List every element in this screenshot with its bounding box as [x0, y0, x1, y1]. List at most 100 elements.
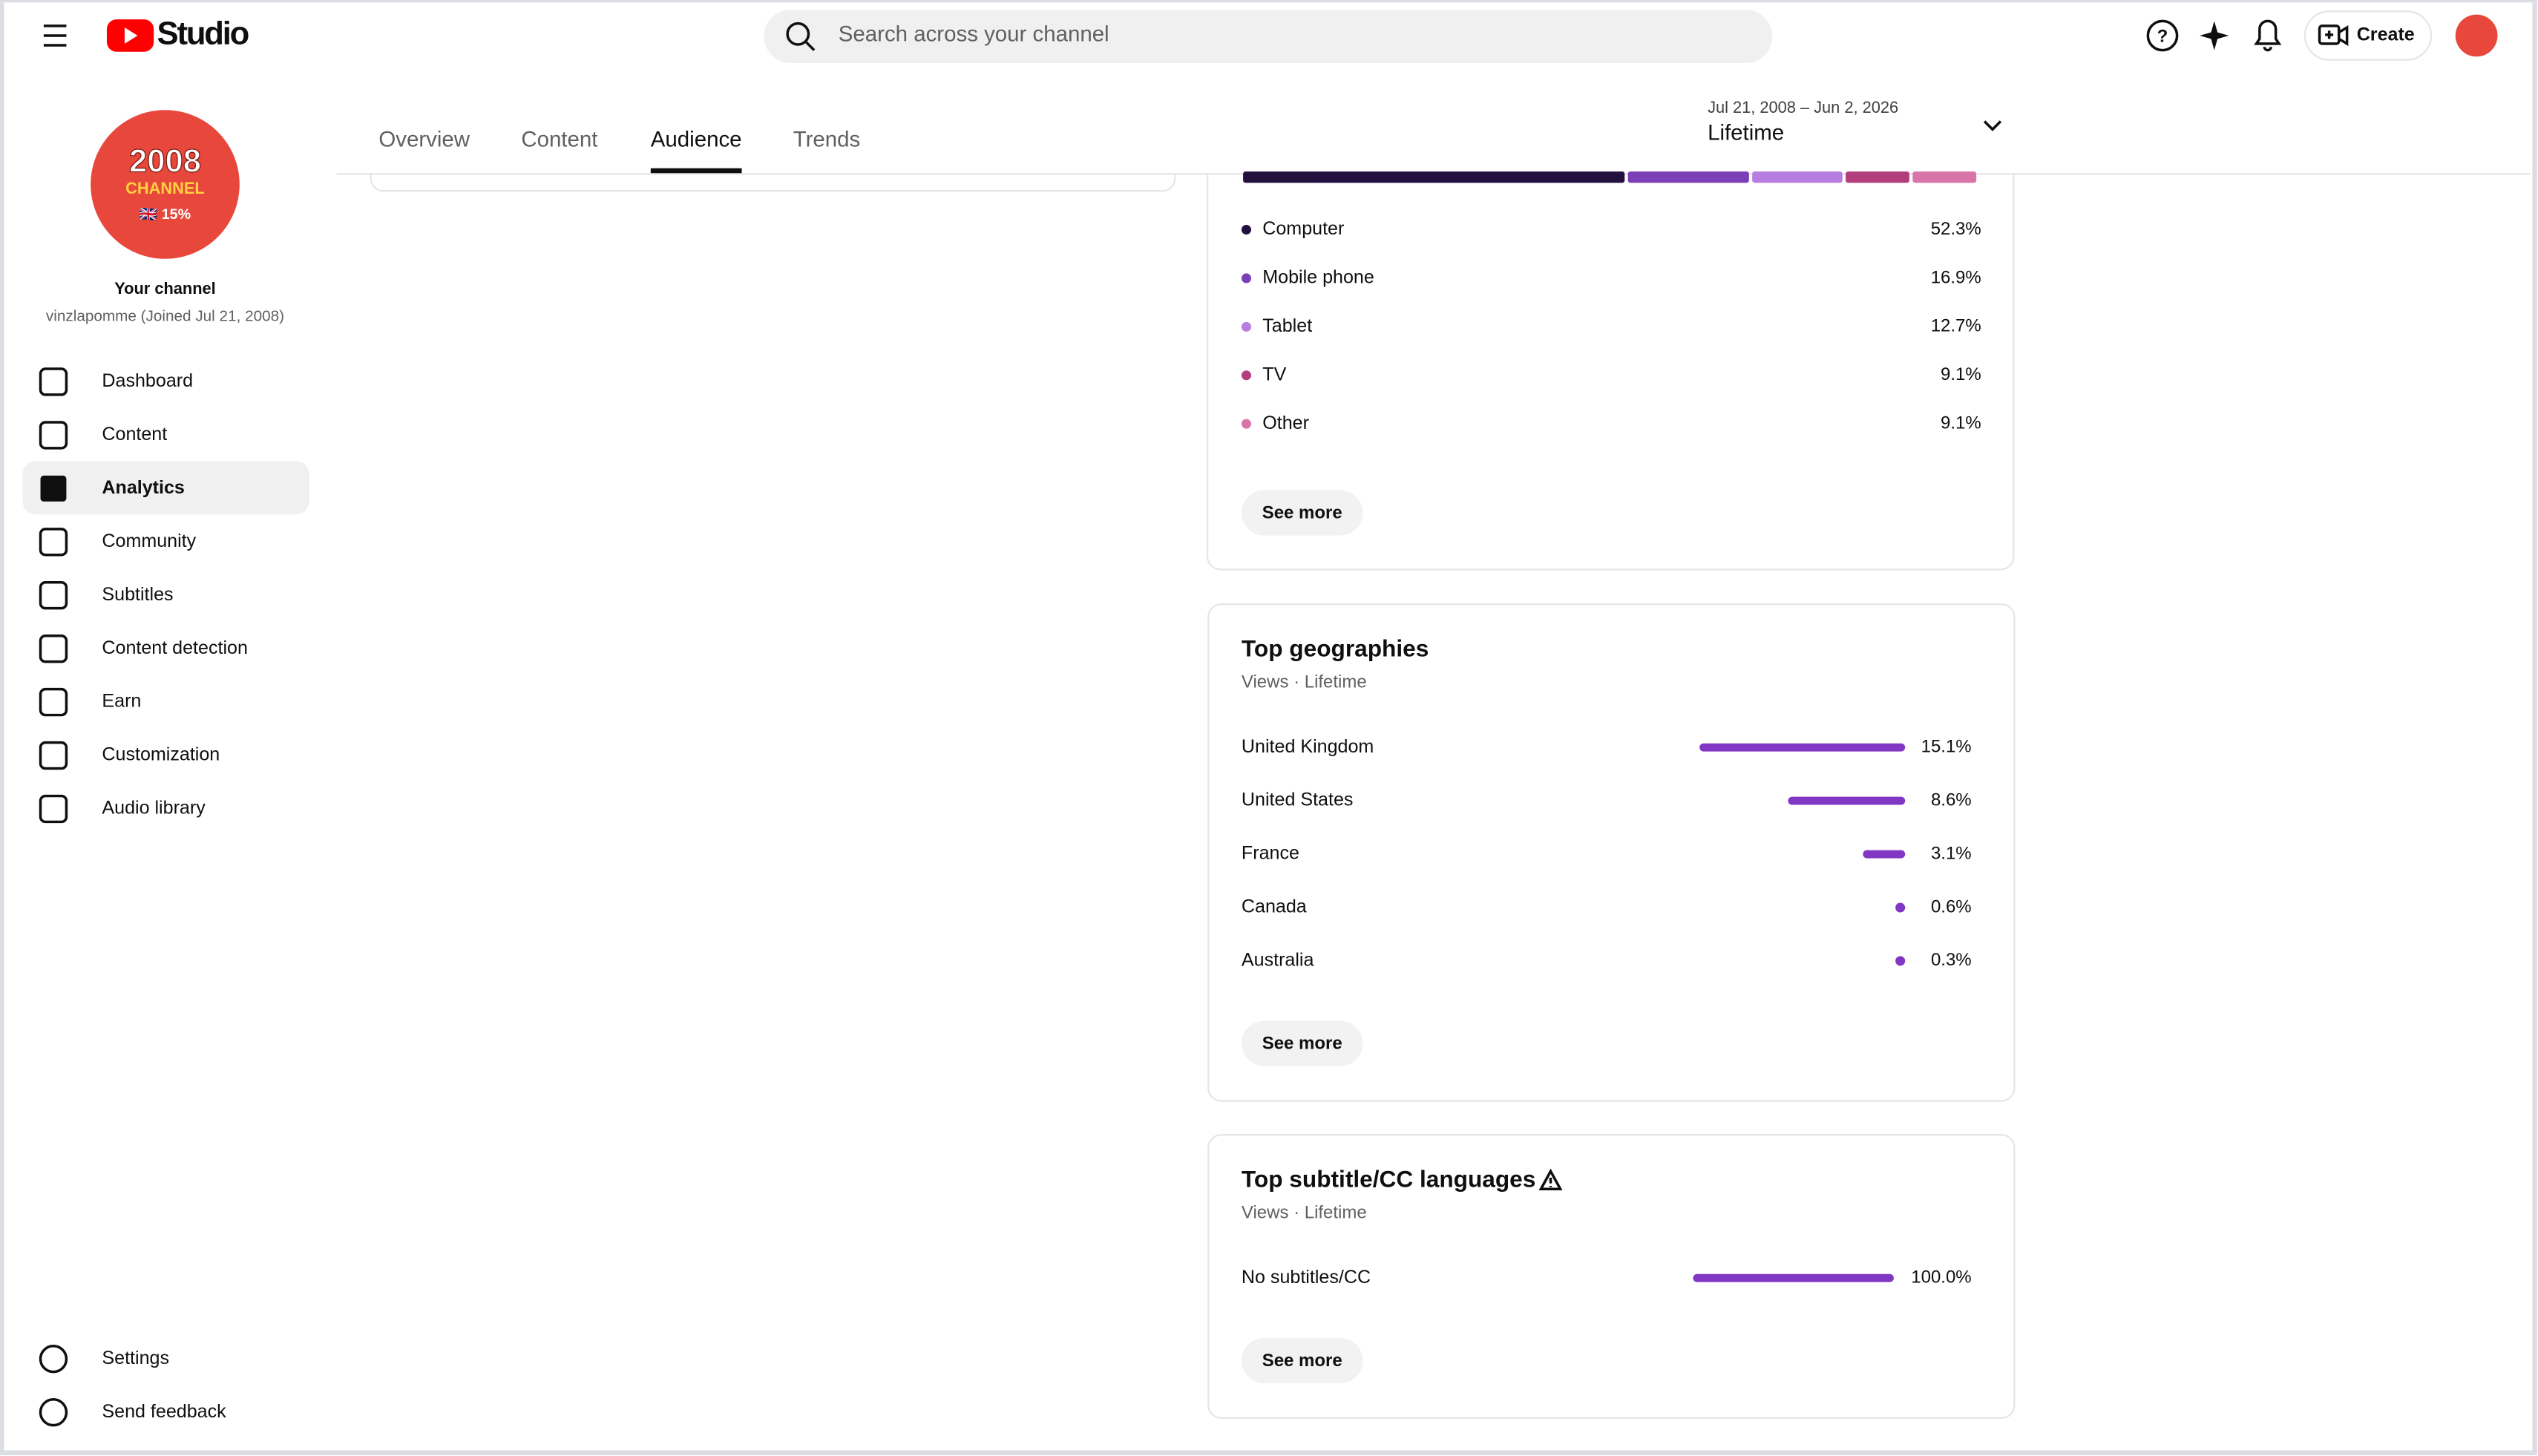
- channel-avatar[interactable]: 2008 CHANNEL 🇬🇧 15%: [91, 110, 240, 259]
- device-value: 9.1%: [1941, 413, 1981, 433]
- date-range-label: Lifetime: [1708, 121, 1784, 145]
- nav-label: Community: [102, 531, 196, 551]
- legend-dot: [1241, 419, 1252, 429]
- nav-item[interactable]: Earn: [39, 687, 142, 717]
- row-value: 8.6%: [1931, 790, 1972, 810]
- see-more-button[interactable]: See more: [1241, 1020, 1363, 1066]
- ai-button[interactable]: [2200, 21, 2229, 50]
- device-name: Mobile phone: [1262, 267, 1374, 288]
- account-avatar[interactable]: [2455, 14, 2498, 57]
- notifications-button[interactable]: [2254, 19, 2282, 52]
- card-title: Top subtitle/CC languages: [1242, 1166, 1535, 1193]
- nav-label: Dashboard: [102, 370, 193, 391]
- card-subtitle: Views · Lifetime: [1242, 672, 1367, 692]
- nav-item[interactable]: Content detection: [39, 634, 248, 663]
- nav-icon: [39, 528, 68, 557]
- warning-icon[interactable]: [1538, 1168, 1563, 1191]
- see-more-button[interactable]: See more: [1241, 490, 1363, 536]
- device-name: TV: [1262, 364, 1286, 384]
- tab[interactable]: Overview: [378, 127, 470, 151]
- row-bar: [1788, 796, 1906, 805]
- row-value: 100.0%: [1911, 1268, 1971, 1288]
- geographies-card: [1207, 603, 2016, 1102]
- row-name: No subtitles/CC: [1242, 1267, 1371, 1288]
- nav-label: Subtitles: [102, 584, 173, 605]
- device-value: 9.1%: [1941, 364, 1981, 384]
- legend-dot: [1241, 225, 1252, 235]
- nav-label: Analytics: [102, 477, 184, 498]
- logo-text: Studio: [157, 16, 249, 51]
- button-label: See more: [1262, 502, 1342, 522]
- nav-icon: [39, 581, 68, 610]
- nav-item[interactable]: Community: [39, 528, 197, 557]
- row-name: Australia: [1242, 950, 1314, 971]
- nav-icon: [39, 421, 68, 450]
- create-button[interactable]: Create: [2303, 10, 2433, 61]
- row-bar: [1895, 902, 1906, 913]
- row-name: United Kingdom: [1242, 736, 1374, 757]
- channel-title: Your channel: [114, 279, 216, 298]
- help-button[interactable]: ?: [2146, 19, 2179, 52]
- nav-item[interactable]: Subtitles: [39, 581, 174, 610]
- nav-label: Customization: [102, 744, 220, 765]
- nav-item[interactable]: Analytics: [22, 461, 309, 515]
- device-bar-segment: [1243, 171, 1625, 183]
- device-bar-segment: [1627, 171, 1749, 183]
- nav-label: Earn: [102, 691, 141, 712]
- nav-icon: [39, 367, 68, 396]
- nav-label: Send feedback: [102, 1401, 226, 1422]
- search-placeholder: Search across your channel: [839, 22, 1109, 47]
- see-more-button[interactable]: See more: [1241, 1337, 1363, 1383]
- nav-item[interactable]: Dashboard: [39, 367, 194, 396]
- nav-icon: [39, 1345, 68, 1374]
- row-name: Canada: [1242, 896, 1307, 917]
- device-value: 16.9%: [1931, 267, 1981, 287]
- row-bar: [1699, 743, 1906, 752]
- channel-subtitle: vinzlapomme (Joined Jul 21, 2008): [46, 308, 284, 325]
- nav-icon: [40, 475, 67, 502]
- button-label: See more: [1262, 1351, 1342, 1371]
- nav-item[interactable]: Audio library: [39, 794, 206, 824]
- device-value: 52.3%: [1931, 219, 1981, 239]
- avatar-line: 🇬🇧 15%: [140, 206, 191, 223]
- tab[interactable]: Trends: [793, 127, 861, 151]
- search-box[interactable]: Search across your channel: [764, 10, 1773, 64]
- row-bar: [1895, 956, 1906, 966]
- avatar-line: CHANNEL: [125, 179, 205, 197]
- nav-item[interactable]: Customization: [39, 741, 220, 770]
- nav-item[interactable]: Content: [39, 421, 168, 450]
- device-name: Other: [1262, 413, 1309, 433]
- menu-button[interactable]: [43, 24, 67, 47]
- nav-item[interactable]: Send feedback: [39, 1397, 227, 1427]
- nav-label: Content detection: [102, 637, 248, 658]
- date-range: Jul 21, 2008 – Jun 2, 2026: [1708, 98, 1898, 117]
- nav-icon: [39, 794, 68, 824]
- tab[interactable]: Content: [521, 127, 597, 151]
- device-name: Tablet: [1262, 315, 1312, 336]
- button-bg: [1241, 490, 1363, 536]
- row-name: France: [1242, 843, 1299, 864]
- nav-icon: [39, 741, 68, 770]
- tab-underline: [650, 168, 742, 174]
- legend-dot: [1241, 370, 1252, 381]
- nav-item[interactable]: Settings: [39, 1345, 169, 1374]
- card-title: Top geographies: [1242, 635, 1429, 662]
- row-bar: [1863, 850, 1906, 859]
- button-bg: [1241, 1337, 1363, 1383]
- tab[interactable]: Audience: [650, 127, 742, 174]
- card-remnant: [370, 174, 1176, 192]
- nav-icon: [39, 1397, 68, 1427]
- row-value: 0.3%: [1931, 950, 1972, 970]
- date-range-picker[interactable]: Jul 21, 2008 – Jun 2, 2026 Lifetime: [1708, 98, 2002, 145]
- button-label: See more: [1262, 1034, 1342, 1054]
- device-value: 12.7%: [1931, 316, 1981, 336]
- logo[interactable]: Studio: [106, 16, 250, 52]
- device-bar-segment: [1912, 171, 1977, 183]
- row-value: 3.1%: [1931, 843, 1972, 863]
- avatar-line: 2008: [129, 144, 201, 180]
- create-label: Create: [2357, 24, 2415, 45]
- legend-dot: [1241, 321, 1252, 332]
